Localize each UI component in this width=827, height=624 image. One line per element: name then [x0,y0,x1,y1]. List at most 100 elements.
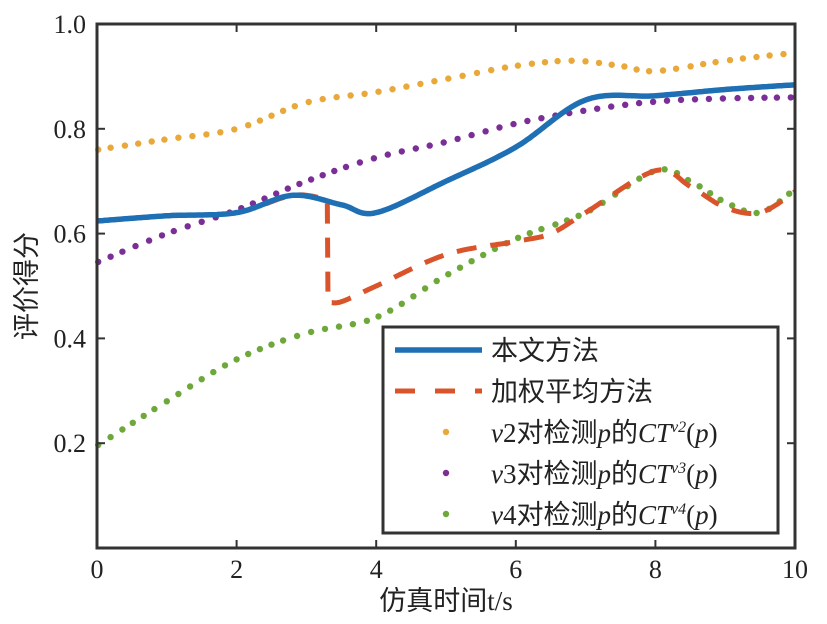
data-point [700,60,707,68]
data-point [107,433,114,441]
legend-text-part: v [491,459,503,489]
data-point [456,264,464,271]
data-point [256,345,264,353]
data-point [319,95,326,103]
data-point [468,131,475,139]
data-point [245,350,252,358]
data-point [445,75,452,82]
series-4-dots [95,94,794,266]
data-point [659,67,667,74]
legend-text-part: CT [638,500,673,530]
data-point [410,293,417,300]
data-point [198,218,205,225]
data-point [726,56,734,64]
data-point [307,328,315,336]
data-point [158,232,166,239]
y-tick-label: 1.0 [54,10,87,39]
data-point [510,120,517,128]
data-point [488,66,495,74]
data-point [175,390,182,398]
data-point [426,142,433,149]
y-tick-label: 0.6 [54,220,87,249]
data-point [296,180,303,188]
data-point [135,140,142,147]
data-point [140,412,147,420]
data-point [233,356,240,363]
legend-label: 本文方法 [491,336,599,366]
data-point [635,99,643,107]
legend-text-part: p [595,500,611,530]
legend-text-part: CT [638,459,673,489]
data-point [370,155,378,162]
data-point [398,148,405,155]
y-tick-label: 0.8 [54,115,87,144]
data-point [107,144,114,151]
data-point [622,101,629,109]
axes-box [95,22,797,550]
data-point [349,321,357,328]
data-point [431,78,438,85]
data-point [129,419,136,426]
data-point [568,57,575,64]
data-point [433,277,440,285]
data-point [284,185,291,192]
data-point [293,332,301,340]
x-tick-label: 10 [782,555,808,584]
data-point [217,129,224,136]
data-point [717,196,724,203]
data-point [753,209,760,217]
data-point [186,383,194,390]
data-point [594,105,601,112]
data-point [151,405,158,413]
data-point [766,52,773,59]
data-point [331,167,338,175]
data-point [440,139,447,146]
legend-text-part: p [595,459,611,489]
data-point [268,341,275,348]
data-point [580,107,587,115]
data-point [119,248,126,255]
legend-text-part: ( [686,418,695,448]
data-point [305,98,312,106]
data-point [107,253,114,260]
data-point [119,426,126,433]
data-point [403,83,410,90]
data-point [333,93,340,101]
legend-text-part: 3对检测 [503,459,598,489]
data-point [291,103,298,110]
data-point [245,122,252,129]
data-point [279,337,287,344]
data-point [421,285,429,292]
data-point [189,132,196,140]
legend-text-part: v [491,418,503,448]
data-point [163,398,170,405]
data-point [387,307,394,314]
x-tick-label: 0 [91,555,104,584]
legend-superscript: v2 [671,419,686,436]
legend-text-part: 的 [611,418,638,448]
data-point [554,57,561,65]
legend-label: v3对检测p的CTv3(p) [491,459,718,489]
data-point [389,86,396,93]
data-point [384,151,391,158]
data-point [687,63,694,70]
data-point [706,190,714,197]
data-point [672,65,680,72]
data-point [528,60,536,67]
data-point [342,163,350,171]
data-point [645,68,653,75]
data-point [787,94,794,101]
ticks: 0 2 4 6 8 10 0.2 0.4 0.6 0.8 1.0 [54,10,809,584]
data-point [417,80,424,88]
data-point [335,323,343,330]
legend-text-part: ) [709,500,718,530]
data-point [121,142,129,149]
legend: 本文方法加权平均方法v2对检测p的CTv2(p)v3对检测p的CTv3(p)v4… [381,325,780,535]
data-point [307,176,315,183]
data-point [575,212,582,219]
legend-label: v4对检测p的CTv4(p) [491,500,718,530]
data-point [649,98,657,106]
data-point [398,300,405,307]
legend-text-part: 2对检测 [503,418,598,448]
data-point [538,225,545,233]
